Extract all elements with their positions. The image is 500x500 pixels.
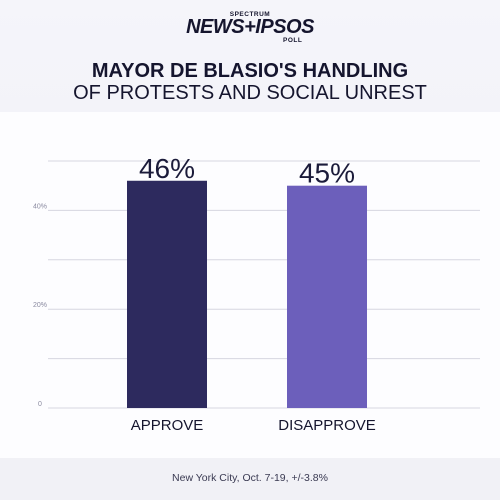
- logo-poll-text: POLL: [283, 37, 303, 44]
- footer-note: New York City, Oct. 7-19, +/-3.8%: [172, 472, 328, 484]
- data-label: 45%: [299, 158, 355, 189]
- data-label: 46%: [139, 153, 195, 184]
- category-label: APPROVE: [131, 417, 204, 434]
- chart-title: MAYOR DE BLASIO'S HANDLING: [91, 60, 409, 82]
- gridlines: [48, 160, 480, 409]
- footer: New York City, Oct. 7-19, +/-3.8%: [0, 458, 500, 500]
- chart-panel: [0, 112, 500, 458]
- data-labels: 46% 45%: [139, 153, 355, 189]
- y-tick-label: 0: [38, 401, 42, 408]
- y-axis-ticks: 0 20% 40%: [33, 203, 47, 408]
- y-tick-label: 40%: [33, 203, 47, 210]
- category-label: DISAPPROVE: [278, 417, 376, 434]
- bar-disapprove: [287, 185, 367, 408]
- logo-spectrum-text: SPECTRUM: [229, 11, 271, 18]
- logo-news-ipsos-text: NEWS+IPSOS: [186, 16, 314, 38]
- header: SPECTRUM NEWS+IPSOS POLL MAYOR DE BLASIO…: [0, 0, 500, 112]
- spectrum-ipsos-logo: SPECTRUM NEWS+IPSOS POLL: [0, 8, 500, 44]
- bars: [127, 180, 367, 408]
- bar-approve: [127, 180, 207, 408]
- y-tick-label: 20%: [33, 302, 47, 309]
- chart-subtitle: OF PROTESTS AND SOCIAL UNREST: [73, 82, 427, 104]
- category-labels: APPROVE DISAPPROVE: [131, 417, 376, 434]
- bar-chart: 0 20% 40% 46% 45% APPROVE DISAPPROVE: [33, 153, 480, 434]
